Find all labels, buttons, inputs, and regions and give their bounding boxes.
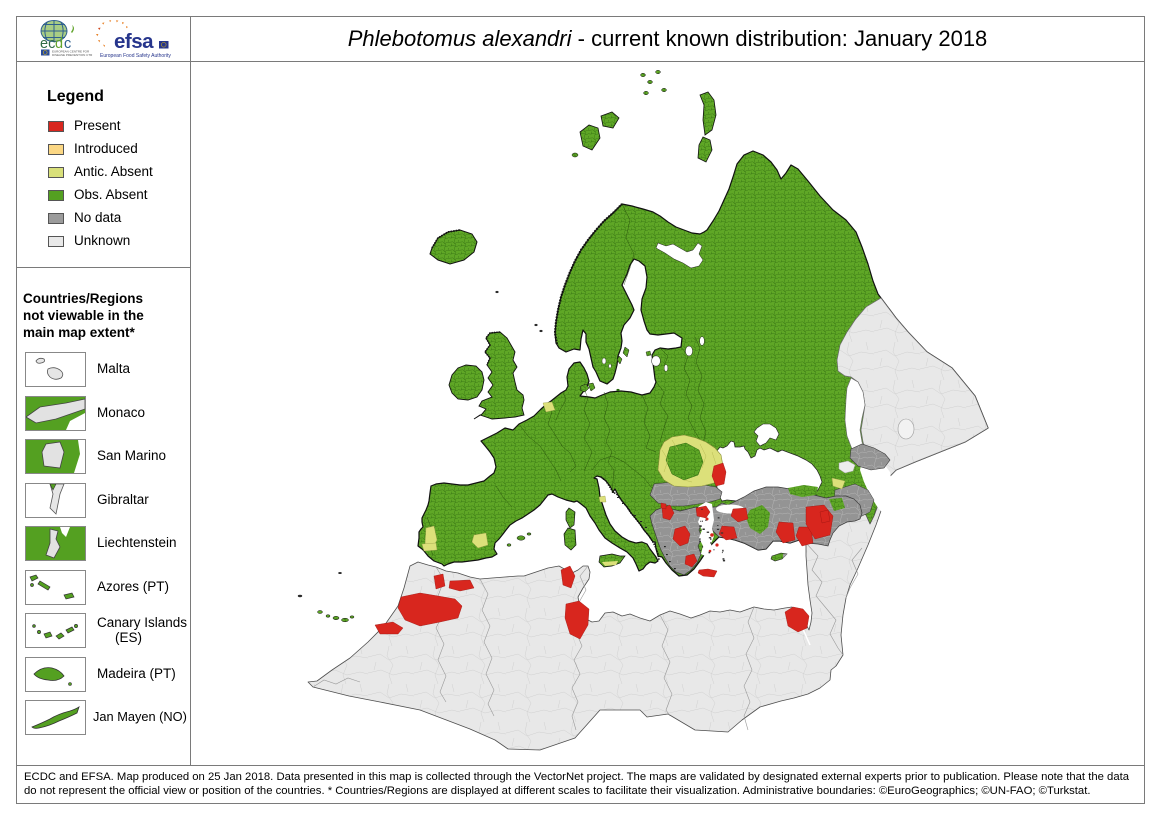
svg-text:European Food Safety Authority: European Food Safety Authority [100, 53, 171, 59]
svg-text:efsa: efsa [114, 30, 154, 53]
svg-text:DISEASE PREVENTION CTR: DISEASE PREVENTION CTR [52, 53, 93, 57]
svg-text:c: c [64, 36, 71, 52]
svg-text:EUROPEAN CENTRE FOR: EUROPEAN CENTRE FOR [52, 50, 90, 54]
svg-text:d: d [55, 36, 63, 52]
svg-text:ec: ec [40, 36, 55, 52]
